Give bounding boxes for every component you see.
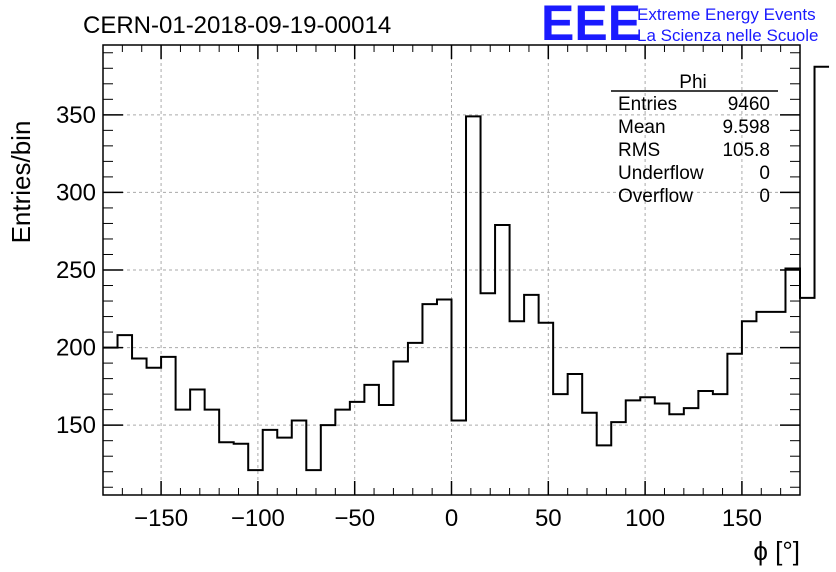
x-axis-title: ϕ [°] xyxy=(753,536,800,566)
x-tick-label: −100 xyxy=(231,505,285,532)
histogram-bin xyxy=(800,298,815,495)
histogram-bin xyxy=(190,389,205,495)
histogram-bin xyxy=(466,116,481,495)
histogram-bin xyxy=(118,335,133,495)
histogram-bin xyxy=(510,321,525,495)
histogram-bin xyxy=(568,374,583,495)
histogram-bin xyxy=(815,67,830,495)
histogram-bin xyxy=(553,394,568,495)
stats-rows: Entries 9460 Mean 9.598 RMS 105.8 Underflow 0 Ov… xyxy=(618,94,770,207)
x-tick-label: 0 xyxy=(445,505,458,532)
histogram-bin xyxy=(335,410,350,495)
histogram-bin xyxy=(481,293,496,495)
y-tick-label: 150 xyxy=(56,412,96,439)
stats-row-value: 105.8 xyxy=(722,140,770,161)
eee-logo-line2: La Scienza nelle Scuole xyxy=(637,26,818,45)
stats-row-value: 0 xyxy=(759,163,770,184)
histogram-bin xyxy=(713,394,728,495)
histogram-bin xyxy=(727,354,742,495)
histogram-bin xyxy=(524,295,539,495)
histogram-bin xyxy=(364,385,379,495)
y-axis-title: Entries/bin xyxy=(6,121,36,244)
histogram-outline xyxy=(103,65,830,472)
stats-row-label: Overflow xyxy=(618,186,693,207)
x-tick-label: 100 xyxy=(625,505,665,532)
stats-row-label: Entries xyxy=(618,94,677,115)
histogram-bin xyxy=(640,397,655,495)
histogram-bin xyxy=(408,343,423,495)
histogram-bin xyxy=(132,358,147,495)
histogram-bin xyxy=(655,403,670,495)
histogram-bin xyxy=(393,362,408,495)
histogram-bin xyxy=(292,421,307,495)
histogram-bin xyxy=(422,304,437,495)
histogram-bin xyxy=(771,312,786,495)
histogram-bin xyxy=(684,408,699,495)
histogram-bin xyxy=(263,430,278,495)
x-tick-label: 50 xyxy=(535,505,562,532)
histogram-bin xyxy=(742,321,757,495)
y-tick-label: 200 xyxy=(56,335,96,362)
histogram-bin xyxy=(756,312,771,495)
histogram-bin xyxy=(350,402,365,495)
histogram-bin xyxy=(539,323,554,495)
histogram-bin xyxy=(176,410,191,495)
histogram-bin xyxy=(103,348,118,495)
chart-title: CERN-01-2018-09-19-00014 xyxy=(83,12,391,39)
histogram-bin xyxy=(452,421,467,495)
y-tick-label: 300 xyxy=(56,179,96,206)
stats-row-label: Mean xyxy=(618,117,666,138)
histogram-bin xyxy=(597,445,612,495)
histogram-bin xyxy=(669,414,684,495)
histogram-bin xyxy=(161,357,176,495)
histogram-bin xyxy=(582,413,597,495)
histogram-bin xyxy=(698,391,713,495)
eee-logo-line1: Extreme Energy Events xyxy=(637,5,816,24)
y-tick-label: 350 xyxy=(56,102,96,129)
histogram-bin xyxy=(495,225,510,495)
stats-box: Phi Entries 9460 Mean 9.598 RMS 105.8 Underflo… xyxy=(611,72,778,207)
histogram-bin xyxy=(147,368,162,495)
histogram-bin xyxy=(437,299,452,495)
eee-logo-mark: EEE xyxy=(541,0,641,51)
x-tick-label: −50 xyxy=(334,505,375,532)
stats-row-value: 9460 xyxy=(728,94,770,115)
histogram-bin xyxy=(626,400,641,495)
histogram-bin xyxy=(321,425,336,495)
x-tick-label: 150 xyxy=(722,505,762,532)
axis-ticks xyxy=(103,45,801,495)
histogram-bin xyxy=(234,444,249,495)
histogram-bin xyxy=(306,470,321,495)
histogram-bin xyxy=(248,470,263,495)
stats-row-label: RMS xyxy=(618,140,660,161)
histogram-bin xyxy=(379,405,394,495)
histogram-bin xyxy=(205,410,220,495)
x-tick-label: −150 xyxy=(134,505,188,532)
histogram-series xyxy=(103,65,830,495)
grid-lines xyxy=(103,45,800,495)
y-tick-labels: 150 200 250 300 350 xyxy=(56,102,96,439)
histogram-bin xyxy=(277,438,292,495)
histogram-bin xyxy=(219,442,234,495)
y-tick-label: 250 xyxy=(56,257,96,284)
histogram-bin xyxy=(785,268,800,495)
x-tick-labels: −150 −100 −50 0 50 100 150 xyxy=(134,505,762,532)
stats-name: Phi xyxy=(679,72,706,93)
stats-row-value: 0 xyxy=(759,186,770,207)
histogram-bin xyxy=(611,422,626,495)
stats-row-label: Underflow xyxy=(618,163,704,184)
stats-row-value: 9.598 xyxy=(722,117,770,138)
